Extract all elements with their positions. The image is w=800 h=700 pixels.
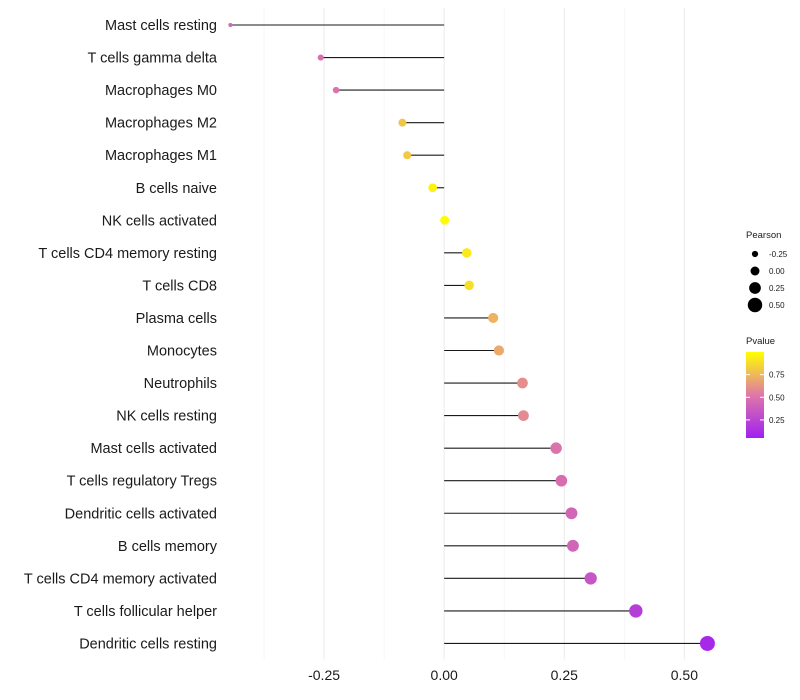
- size-legend-key: [751, 250, 759, 258]
- y-tick-label: T cells regulatory Tregs: [67, 474, 217, 490]
- color-legend-label: 0.75: [769, 371, 785, 380]
- size-legend: Pearson -0.25 0.00 0.25 0.50: [746, 230, 788, 313]
- color-legend-title: Pvalue: [746, 336, 775, 347]
- size-legend-key: [747, 297, 763, 313]
- size-legend-key: [750, 266, 760, 276]
- lollipop-point: [550, 442, 562, 454]
- point-layer: [228, 22, 715, 651]
- y-tick-label: NK cells activated: [102, 213, 217, 229]
- y-tick-label: Monocytes: [147, 344, 217, 360]
- lollipop-point: [518, 410, 529, 421]
- lollipop-point: [228, 22, 233, 28]
- x-tick-label: 0.50: [671, 667, 698, 683]
- lollipop-point: [699, 635, 715, 651]
- lollipop-point: [464, 280, 474, 291]
- y-tick-label: Dendritic cells activated: [65, 506, 217, 522]
- lollipop-point: [462, 248, 472, 258]
- stem-layer: [230, 24, 708, 645]
- lollipop-point: [332, 86, 340, 94]
- grid-layer: [263, 8, 685, 660]
- y-tick-label: NK cells resting: [116, 409, 217, 425]
- color-legend-bar: [746, 352, 764, 438]
- y-tick-label: Plasma cells: [136, 311, 217, 327]
- y-tick-label: Dendritic cells resting: [79, 636, 217, 652]
- lollipop-point: [398, 118, 407, 127]
- size-legend-label: 0.00: [769, 267, 785, 276]
- size-legend-label: -0.25: [769, 250, 788, 259]
- y-tick-label: Mast cells resting: [105, 18, 217, 34]
- lollipop-point: [488, 312, 499, 323]
- y-tick-label: Macrophages M0: [105, 83, 217, 99]
- lollipop-point: [493, 345, 505, 356]
- y-tick-label: Neutrophils: [144, 376, 217, 392]
- y-tick-label: Macrophages M1: [105, 148, 217, 164]
- size-legend-key: [749, 282, 761, 294]
- x-tick-label: 0.00: [431, 667, 458, 683]
- x-tick-label: -0.25: [308, 667, 340, 683]
- color-legend-label: 0.25: [769, 416, 785, 425]
- lollipop-point: [584, 572, 597, 585]
- color-legend: Pvalue 0.75 0.50 0.25: [746, 336, 785, 438]
- size-legend-title: Pearson: [746, 230, 781, 241]
- y-tick-label: Mast cells activated: [90, 441, 217, 457]
- lollipop-point: [566, 539, 579, 552]
- y-tick-label: B cells naive: [136, 181, 217, 197]
- lollipop-point: [629, 604, 643, 618]
- lollipop-point: [317, 54, 324, 61]
- x-axis-ticks: -0.25 0.00 0.25 0.50: [308, 667, 698, 683]
- y-axis-labels: Mast cells resting T cells gamma delta Mac…: [24, 18, 218, 652]
- x-tick-label: 0.25: [551, 667, 578, 683]
- size-legend-label: 0.50: [769, 301, 785, 310]
- lollipop-point: [565, 507, 578, 520]
- y-tick-label: Macrophages M2: [105, 116, 217, 132]
- y-tick-label: B cells memory: [118, 539, 218, 555]
- y-tick-label: T cells CD4 memory activated: [24, 571, 217, 587]
- y-tick-label: T cells follicular helper: [74, 604, 217, 620]
- lollipop-point: [517, 377, 528, 389]
- y-tick-label: T cells CD4 memory resting: [38, 246, 217, 262]
- y-tick-label: T cells gamma delta: [88, 51, 218, 67]
- size-legend-label: 0.25: [769, 284, 785, 293]
- color-legend-label: 0.50: [769, 393, 785, 402]
- lollipop-point: [555, 474, 568, 487]
- lollipop-point: [440, 215, 450, 225]
- lollipop-point: [428, 183, 437, 193]
- y-tick-label: T cells CD8: [142, 278, 217, 294]
- lollipop-point: [403, 151, 412, 160]
